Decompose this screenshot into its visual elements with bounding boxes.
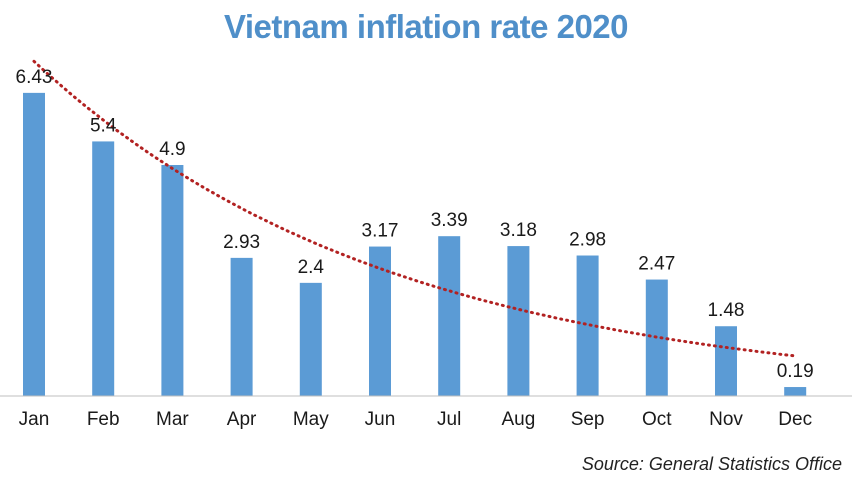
chart-title: Vietnam inflation rate 2020 — [223, 8, 629, 45]
x-tick-label-jul: Jul — [437, 409, 461, 430]
value-label-nov: 1.48 — [708, 300, 745, 321]
x-tick-label-mar: Mar — [156, 409, 189, 430]
value-label-jul: 3.39 — [431, 210, 468, 231]
x-tick-label-jun: Jun — [365, 409, 396, 430]
value-label-aug: 3.18 — [500, 220, 537, 241]
x-tick-label-sep: Sep — [571, 409, 605, 430]
bar-jan — [23, 92, 45, 396]
x-tick-label-oct: Oct — [642, 409, 672, 430]
bars-group — [23, 92, 807, 396]
x-tick-label-jan: Jan — [19, 409, 50, 430]
x-tick-labels-group: Jan Feb Mar Apr May Jun Jul Aug Sep Oct Nov Dec — [19, 409, 812, 430]
bar-jun — [369, 246, 391, 396]
bar-sep — [576, 255, 599, 396]
value-label-mar: 4.9 — [159, 139, 185, 160]
x-tick-label-apr: Apr — [227, 409, 257, 430]
bar-jul — [438, 236, 461, 396]
value-label-jun: 3.17 — [362, 221, 399, 242]
value-label-feb: 5.4 — [90, 115, 117, 136]
value-label-sep: 2.98 — [569, 230, 606, 251]
x-tick-label-dec: Dec — [778, 409, 812, 430]
bar-feb — [92, 141, 115, 396]
x-tick-label-aug: Aug — [501, 409, 535, 430]
x-tick-label-nov: Nov — [709, 409, 743, 430]
bar-mar — [161, 165, 184, 396]
bar-nov — [715, 326, 737, 396]
bar-aug — [507, 246, 530, 396]
value-label-may: 2.4 — [298, 257, 325, 278]
value-label-dec: 0.19 — [777, 361, 814, 382]
value-label-apr: 2.93 — [223, 232, 260, 253]
value-labels-group: 6.43 5.4 4.9 2.93 2.4 3.17 3.39 3.18 2.98 2.47 1.4… — [16, 67, 814, 382]
value-label-oct: 2.47 — [638, 254, 675, 275]
x-tick-label-feb: Feb — [87, 409, 120, 430]
bar-may — [299, 282, 322, 396]
trendline — [32, 59, 797, 358]
source-note: Source: General Statistics Office — [581, 454, 842, 474]
bar-apr — [230, 257, 253, 396]
value-label-jan: 6.43 — [16, 67, 53, 88]
x-tick-label-may: May — [293, 409, 329, 430]
bar-dec — [784, 387, 807, 396]
